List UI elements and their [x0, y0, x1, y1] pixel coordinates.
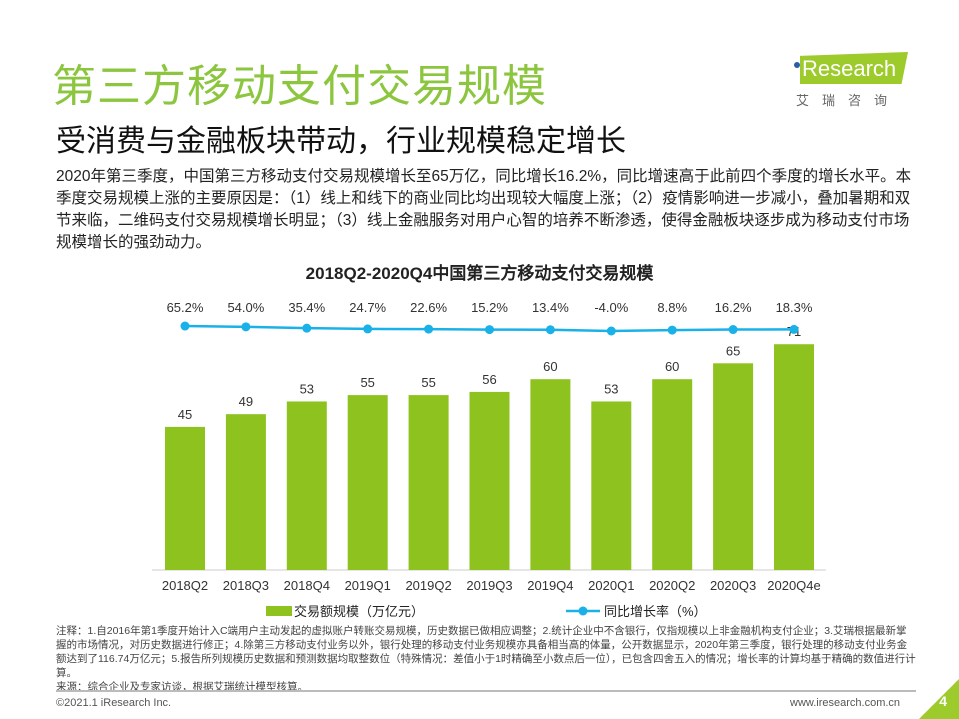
growth-label: 18.3%: [776, 300, 813, 315]
bar-label: 53: [604, 381, 618, 396]
legend-line-marker: [578, 606, 588, 616]
iresearch-logo: Research 艾瑞咨询: [792, 48, 922, 110]
page-title: 第三方移动支付交易规模: [52, 62, 547, 111]
bar: [286, 401, 327, 570]
growth-label: 54.0%: [227, 300, 264, 315]
bar: [225, 414, 266, 570]
growth-point: [545, 325, 555, 335]
growth-label: 13.4%: [532, 300, 569, 315]
notes: 注释：1.自2016年第1季度开始计入C端用户主动发起的虚拟账户转账交易规模，历…: [56, 624, 916, 694]
x-tick-label: 2019Q2: [405, 578, 451, 593]
legend-bar-swatch: [266, 606, 292, 616]
bar: [165, 426, 205, 570]
growth-point: [424, 324, 434, 334]
chart: 45 2018Q2 49 2018Q3 53 2018Q4 55 2019Q1 55 2019Q2…: [152, 300, 826, 619]
x-tick-label: 2018Q2: [162, 578, 208, 593]
growth-point: [667, 325, 677, 335]
x-tick-label: 2020Q4e: [767, 578, 821, 593]
bar-label: 56: [482, 372, 496, 387]
description: 2020年第三季度，中国第三方移动支付交易规模增长至65万亿，同比增长16.2%…: [56, 168, 912, 251]
bar-label: 60: [543, 359, 557, 374]
bar: [713, 363, 754, 570]
x-tick-label: 2020Q2: [649, 578, 695, 593]
bar-label: 45: [178, 407, 192, 422]
growth-label: 16.2%: [715, 300, 752, 315]
bar: [591, 401, 632, 570]
growth-label: 35.4%: [288, 300, 325, 315]
growth-point: [606, 326, 616, 336]
chart-title: 2018Q2-2020Q4中国第三方移动支付交易规模: [305, 264, 654, 283]
bar: [469, 391, 510, 570]
bar: [347, 395, 388, 570]
footnote: 注释：1.自2016年第1季度开始计入C端用户主动发起的虚拟账户转账交易规模，历…: [56, 625, 916, 679]
growth-point: [789, 324, 799, 334]
bar-label: 55: [360, 375, 374, 390]
growth-point: [728, 325, 738, 335]
bar-label: 53: [300, 381, 314, 396]
bar: [408, 395, 449, 570]
growth-point: [180, 321, 190, 331]
copyright: ©2021.1 iResearch Inc.: [56, 697, 172, 709]
growth-point: [241, 322, 251, 332]
growth-label: 65.2%: [167, 300, 204, 315]
x-tick-label: 2018Q3: [223, 578, 269, 593]
growth-label: 8.8%: [657, 300, 687, 315]
divider: [56, 690, 916, 692]
bar: [774, 344, 814, 570]
bar: [530, 379, 571, 570]
x-tick-label: 2019Q1: [345, 578, 391, 593]
page-number: 4: [939, 693, 947, 709]
page-subtitle: 受消费与金融板块带动，行业规模稳定增长: [56, 125, 626, 158]
growth-label: 15.2%: [471, 300, 508, 315]
legend-bar-label: 交易额规模（万亿元）: [294, 604, 424, 619]
bar-label: 55: [421, 375, 435, 390]
bar-label: 60: [665, 359, 679, 374]
growth-point: [485, 325, 494, 335]
x-tick-label: 2020Q1: [588, 578, 634, 593]
growth-label: 22.6%: [410, 300, 447, 315]
x-tick-label: 2020Q3: [710, 578, 756, 593]
growth-point: [302, 323, 312, 333]
x-tick-label: 2019Q4: [527, 578, 573, 593]
website: www.iresearch.com.cn: [790, 697, 901, 709]
growth-label: 24.7%: [349, 300, 386, 315]
bar-label: 49: [239, 394, 253, 409]
legend-line-label: 同比增长率（%）: [604, 604, 707, 619]
x-tick-label: 2018Q4: [284, 578, 330, 593]
bar: [652, 379, 693, 570]
x-tick-label: 2019Q3: [466, 578, 512, 593]
bar-label: 65: [726, 343, 740, 358]
growth-label: -4.0%: [594, 300, 628, 315]
growth-point: [363, 324, 373, 334]
